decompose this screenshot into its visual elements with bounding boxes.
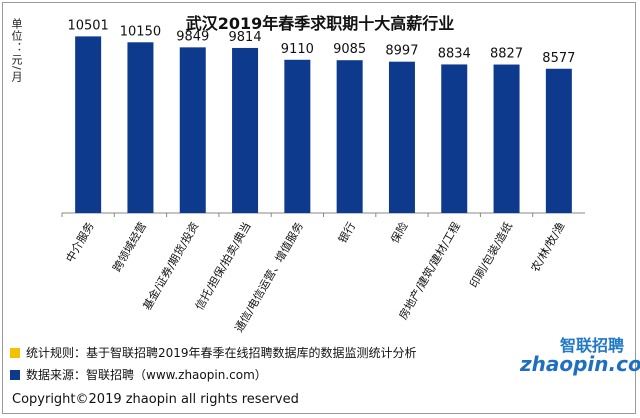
logo-en-text: zhaopin.com: [520, 352, 640, 376]
chart-title: 武汉2019年春季求职期十大高薪行业: [185, 14, 455, 33]
bar-9: [545, 68, 572, 213]
copyright: Copyright©2019 zhaopin all rights reserv…: [12, 392, 299, 407]
bar-4: [284, 59, 311, 213]
zhaopin-logo: 智联招聘 zhaopin.com: [520, 330, 640, 382]
data-label-5: 9085: [333, 42, 366, 57]
blue-square-icon: [10, 370, 20, 380]
category-label-1: 跨领域经营: [109, 220, 149, 275]
category-label-9: 农/林/牧/渔: [528, 220, 568, 275]
category-label-6: 保险: [387, 220, 410, 246]
data-label-8: 8827: [490, 47, 523, 62]
category-label-2: 基金/证券/期货/投资: [140, 220, 202, 313]
category-label-5: 银行: [335, 220, 358, 246]
footnote-source: 数据来源：智联招聘（www.zhaopin.com）: [10, 366, 267, 383]
bar-chart: 10501 中介服务 10150 跨领域经营 9849 基金/证券/期货/投资 9814 信托…: [61, 18, 585, 335]
footnote-source-text: 数据来源：智联招聘（www.zhaopin.com）: [26, 368, 267, 382]
bar-2: [179, 47, 206, 213]
bar-1: [127, 42, 154, 213]
category-label-0: 中介服务: [63, 220, 96, 265]
category-label-8: 印刷/包装/造纸: [466, 220, 515, 291]
chart-frame: [2, 2, 636, 414]
data-label-1: 10150: [120, 24, 161, 39]
data-label-3: 9814: [229, 30, 262, 45]
unit-label: 单位：元/月: [10, 18, 23, 83]
category-label-7: 房地产/建筑/建材/工程: [396, 220, 463, 322]
bar-8: [493, 64, 520, 214]
logo-cn-text: 智联招聘: [560, 336, 625, 355]
bar-6: [388, 61, 415, 214]
bar-7: [441, 64, 468, 213]
data-label-4: 9110: [281, 42, 314, 57]
bar-0: [75, 36, 102, 213]
bar-3: [232, 47, 259, 213]
footnote-rule: 统计规则：基于智联招聘2019年春季在线招聘数据库的数据监测统计分析: [10, 344, 417, 361]
data-label-6: 8997: [385, 44, 418, 59]
data-label-7: 8834: [438, 46, 471, 61]
yellow-square-icon: [10, 348, 20, 358]
data-label-9: 8577: [542, 51, 575, 66]
footnote-rule-text: 统计规则：基于智联招聘2019年春季在线招聘数据库的数据监测统计分析: [26, 346, 417, 360]
data-label-0: 10501: [67, 18, 108, 33]
category-label-3: 信托/担保/拍卖/典当: [192, 219, 254, 312]
bar-5: [336, 60, 363, 213]
data-label-2: 9849: [176, 29, 209, 44]
